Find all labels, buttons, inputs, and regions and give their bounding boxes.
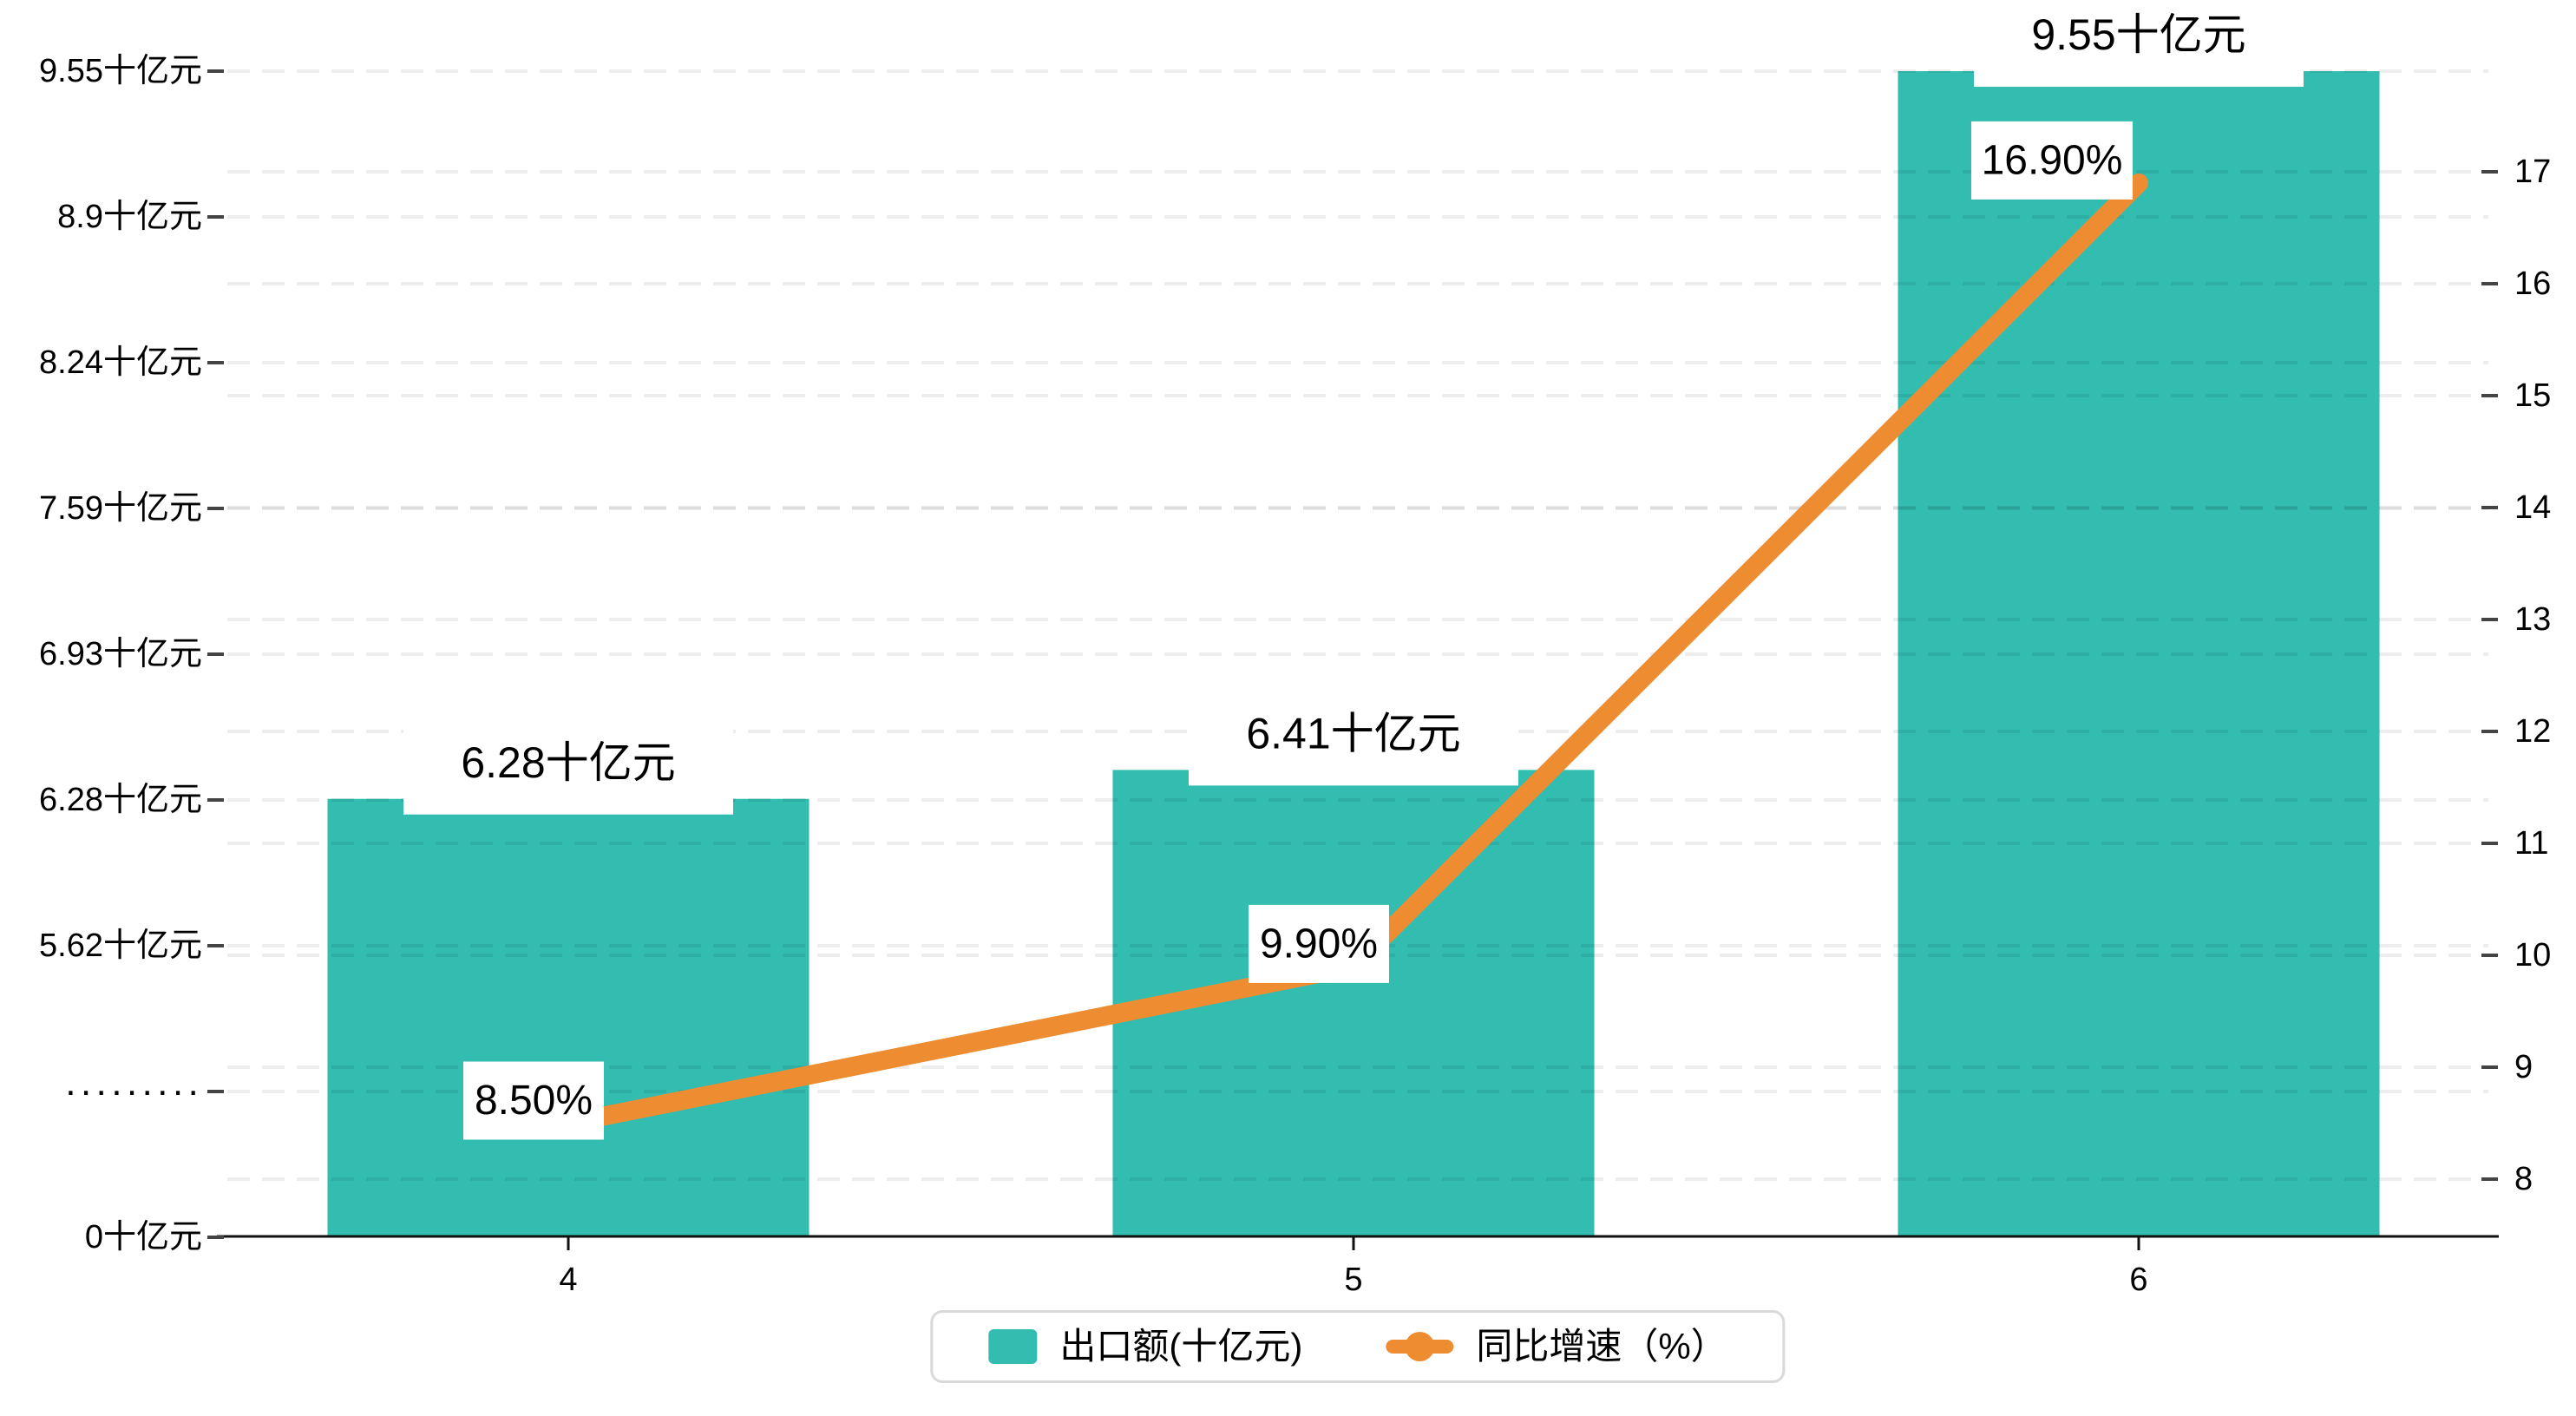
line-label: 16.90% bbox=[1982, 138, 2123, 184]
right-tick-label: 12 bbox=[2514, 713, 2551, 750]
line-series-swatch-icon bbox=[1386, 1329, 1454, 1364]
left-tick-label: 6.93十亿元 bbox=[39, 636, 202, 672]
left-tick-label: 8.24十亿元 bbox=[39, 344, 202, 381]
x-tick-label: 6 bbox=[2129, 1262, 2147, 1298]
left-tick-label: ········· bbox=[64, 1070, 202, 1112]
line-label-box bbox=[1971, 121, 2133, 200]
bar-series-swatch-icon bbox=[988, 1329, 1038, 1364]
legend-item-growth[interactable]: 同比增速（%） bbox=[1386, 1328, 1727, 1365]
bar-month-6 bbox=[1898, 70, 2380, 1237]
legend-label-growth: 同比增速（%） bbox=[1476, 1326, 1727, 1367]
right-tick-label: 16 bbox=[2514, 266, 2551, 302]
left-tick-label: 9.55十亿元 bbox=[39, 53, 202, 89]
right-tick-label: 14 bbox=[2514, 489, 2551, 526]
line-label-box bbox=[1249, 904, 1389, 983]
line-label-box bbox=[463, 1061, 604, 1140]
right-tick-label: 13 bbox=[2514, 601, 2551, 638]
legend-item-export[interactable]: 出口额(十亿元) bbox=[988, 1328, 1302, 1365]
line-label: 9.90% bbox=[1260, 921, 1378, 967]
bar-label-box bbox=[403, 718, 733, 815]
right-tick-label: 17 bbox=[2514, 154, 2551, 190]
right-tick-label: 10 bbox=[2514, 937, 2551, 974]
bar-label: 9.55十亿元 bbox=[2031, 10, 2245, 59]
line-label: 8.50% bbox=[475, 1078, 593, 1124]
left-tick-label: 8.9十亿元 bbox=[57, 199, 202, 235]
right-tick-label: 15 bbox=[2514, 377, 2551, 414]
left-tick-label: 6.28十亿元 bbox=[39, 782, 202, 818]
right-tick-label: 11 bbox=[2514, 825, 2548, 862]
x-tick-label: 4 bbox=[559, 1262, 577, 1298]
left-tick-label: 0十亿元 bbox=[85, 1219, 202, 1255]
bar-label-box bbox=[1189, 690, 1518, 786]
bar-label: 6.41十亿元 bbox=[1246, 710, 1460, 758]
left-tick-label: 5.62十亿元 bbox=[39, 928, 202, 964]
bar-month-4 bbox=[327, 798, 810, 1236]
chart-legend: 出口额(十亿元) 同比增速（%） bbox=[930, 1310, 1786, 1383]
legend-label-export: 出口额(十亿元) bbox=[1059, 1326, 1303, 1367]
bar-label: 6.28十亿元 bbox=[461, 738, 675, 787]
left-tick-label: 7.59十亿元 bbox=[39, 490, 202, 527]
bar-label-box bbox=[1974, 0, 2304, 87]
right-tick-label: 8 bbox=[2514, 1161, 2533, 1197]
right-tick-label: 9 bbox=[2514, 1049, 2533, 1085]
x-tick-label: 5 bbox=[1344, 1262, 1362, 1298]
